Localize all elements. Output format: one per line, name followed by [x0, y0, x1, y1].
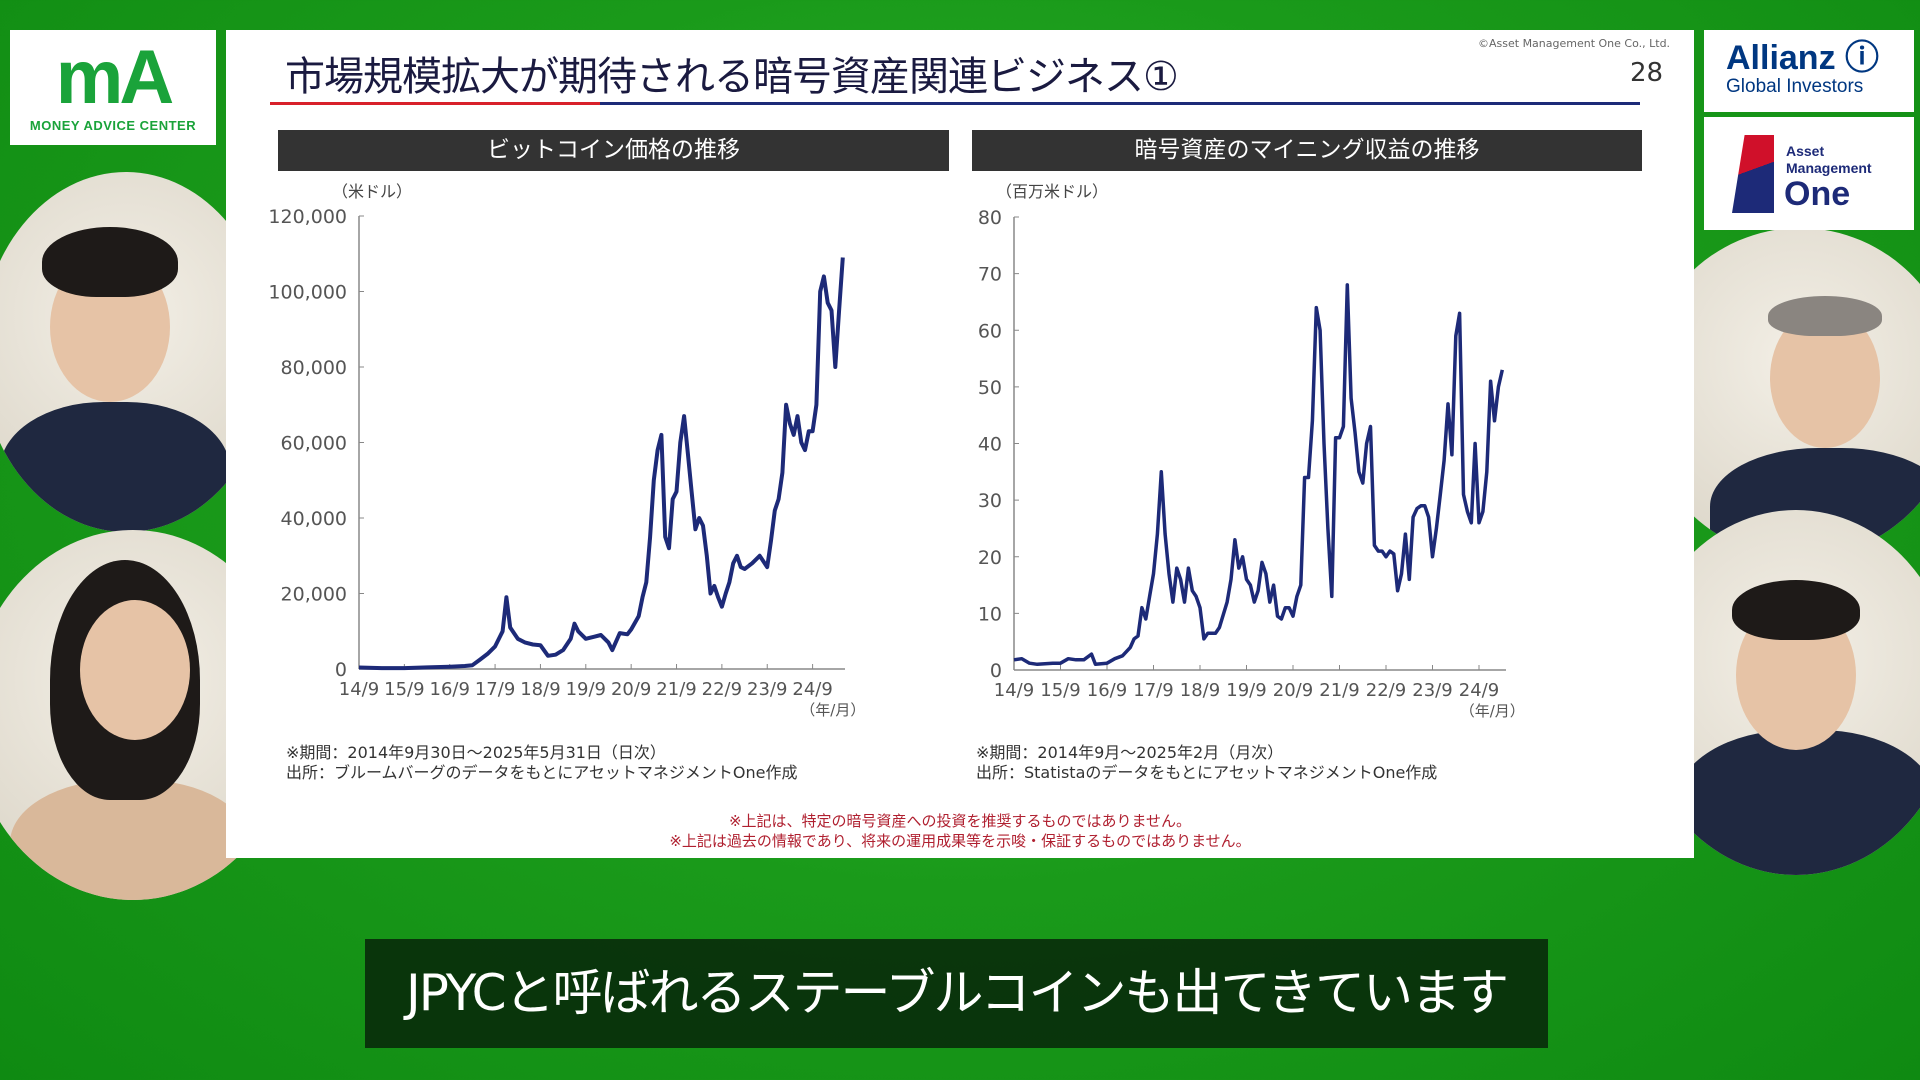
y-tick-label: 40,000	[281, 508, 347, 530]
title-rule-blue	[600, 102, 1640, 105]
y-tick-label: 20	[978, 547, 1002, 569]
x-tick-label: 24/9	[1459, 680, 1499, 701]
y-tick-label: 60	[978, 320, 1002, 342]
y-tick-label: 40	[978, 434, 1002, 456]
x-tick-label: 20/9	[1273, 680, 1313, 701]
period-note: ※期間：2014年9月～2025年2月（月次）	[976, 743, 1284, 762]
x-tick-label: 24/9	[792, 679, 832, 700]
x-tick-label: 17/9	[475, 679, 515, 700]
x-tick-label: 14/9	[994, 680, 1034, 701]
series-line	[1013, 283, 1505, 667]
x-axis-unit: （年/月）	[800, 701, 865, 719]
x-tick-label: 20/9	[611, 679, 651, 700]
disclaimer-2: ※上記は過去の情報であり、将来の運用成果等を示唆・保証するものではありません。	[669, 832, 1251, 850]
x-tick-label: 16/9	[430, 679, 470, 700]
page-number: 28	[1630, 58, 1664, 88]
x-tick-label: 15/9	[1040, 680, 1080, 701]
bitcoin-price-chart: 0 20,000 40,000 60,000 80,000 100,000 120,000 1…	[268, 206, 865, 719]
caption-subtitle: JPYCと呼ばれるステーブルコインも出てきています	[365, 939, 1548, 1048]
mining-revenue-chart: 0 10 20 30 40 50 60 70 80 14/9 15/9 16/9 17/9 18/9 19/…	[978, 207, 1525, 720]
x-tick-label: 19/9	[566, 679, 606, 700]
y-tick-label: 80	[978, 207, 1002, 229]
y-tick-label: 50	[978, 377, 1002, 399]
y-unit-mining: （百万米ドル）	[996, 182, 1109, 201]
y-tick-label: 60,000	[281, 433, 347, 455]
x-tick-label: 22/9	[1366, 680, 1406, 701]
x-tick-label: 22/9	[702, 679, 742, 700]
x-tick-label: 18/9	[520, 679, 560, 700]
asset-management-one-logo: Asset Management One	[1704, 117, 1914, 230]
y-tick-label: 10	[978, 603, 1002, 625]
x-tick-label: 16/9	[1087, 680, 1127, 701]
y-unit-bitcoin: （米ドル）	[332, 182, 413, 201]
y-tick-label: 80,000	[281, 357, 347, 379]
x-tick-label: 19/9	[1226, 680, 1266, 701]
period-note: ※期間：2014年9月30日～2025年5月31日（日次）	[286, 743, 666, 762]
x-tick-label: 14/9	[339, 679, 379, 700]
x-tick-label: 23/9	[747, 679, 787, 700]
chart-title-bitcoin: ビットコイン価格の推移	[278, 130, 949, 171]
y-tick-label: 0	[335, 659, 347, 681]
title-rule-red	[270, 102, 600, 105]
slide-title: 市場規模拡大が期待される暗号資産関連ビジネス①	[285, 54, 1179, 100]
notes-mining: ※期間：2014年9月～2025年2月（月次） 出所：Statistaのデータを…	[976, 743, 1437, 783]
y-tick-label: 70	[978, 264, 1002, 286]
y-tick-label: 30	[978, 490, 1002, 512]
series-line	[358, 257, 845, 671]
copyright: ©Asset Management One Co., Ltd.	[1478, 37, 1671, 50]
money-advice-center-logo: mA MONEY ADVICE CENTER	[10, 30, 216, 145]
y-tick-label: 100,000	[268, 282, 347, 304]
x-tick-label: 17/9	[1133, 680, 1173, 701]
source-note: 出所：StatistaのデータをもとにアセットマネジメントOne作成	[976, 763, 1438, 782]
allianz-logo: Allianz ⓘ Global Investors	[1704, 30, 1914, 112]
chart-title-mining: 暗号資産のマイニング収益の推移	[972, 130, 1642, 171]
notes-bitcoin: ※期間：2014年9月30日～2025年5月31日（日次） 出所：ブルームバーグ…	[286, 743, 797, 783]
x-axis-unit: （年/月）	[1460, 702, 1525, 720]
y-tick-label: 20,000	[281, 584, 347, 606]
x-tick-label: 23/9	[1412, 680, 1452, 701]
source-note: 出所：ブルームバーグのデータをもとにアセットマネジメントOne作成	[286, 763, 798, 782]
disclaimer-1: ※上記は、特定の暗号資産への投資を推奨するものではありません。	[728, 812, 1192, 830]
x-tick-label: 21/9	[656, 679, 696, 700]
x-tick-label: 15/9	[384, 679, 424, 700]
y-tick-label: 0	[990, 660, 1002, 682]
y-tick-label: 120,000	[268, 206, 347, 228]
x-tick-label: 21/9	[1319, 680, 1359, 701]
x-tick-label: 18/9	[1180, 680, 1220, 701]
